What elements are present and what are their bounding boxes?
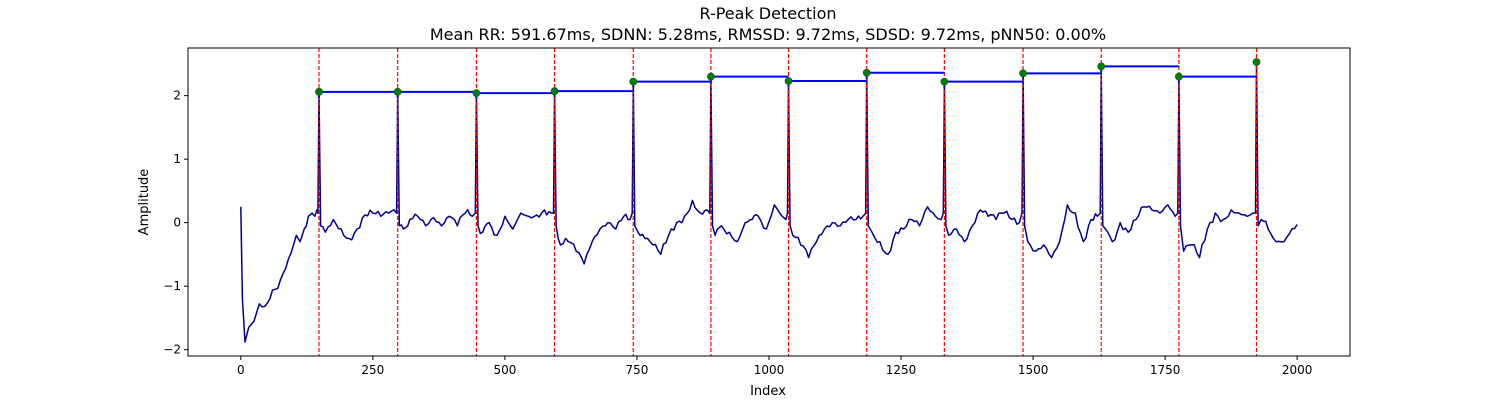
rr-interval-segments [317,65,1257,100]
y-tick-label: −1 [163,279,181,293]
x-tick-label: 1500 [1018,363,1049,377]
r-peak-marker [707,72,715,81]
r-peak-marker [1019,69,1027,78]
chart-title: R-Peak Detection [699,4,836,23]
x-tick-label: 0 [237,363,245,377]
r-peak-marker [472,89,481,97]
r-peak-markers [315,58,1261,97]
y-tick-label: 2 [173,89,181,103]
r-peak-marker [629,77,638,86]
y-axis-ticks: −2 −1 0 1 2 [163,89,188,357]
y-tick-label: 1 [173,152,181,166]
r-peak-marker [393,87,402,96]
y-axis-label: Amplitude [137,169,152,236]
r-peak-marker [550,87,559,96]
r-peak-marker [862,68,871,77]
r-peak-marker [1174,72,1183,81]
plot-area-frame [187,47,1351,357]
ecg-signal [240,61,1298,343]
chart-subtitle: Mean RR: 591.67ms, SDNN: 5.28ms, RMSSD: … [430,25,1106,44]
r-peak-marker [315,87,323,96]
ecg-signal-line [240,61,1298,343]
x-tick-label: 250 [361,363,384,377]
x-tick-label: 2000 [1282,363,1313,377]
r-peak-marker [1097,62,1106,71]
r-peak-lines [318,48,1258,356]
r-peak-marker [940,77,949,86]
r-peak-marker [1252,58,1261,66]
x-tick-label: 1250 [886,363,917,377]
x-axis-label: Index [750,384,786,399]
r-peak-marker [784,77,793,85]
x-tick-label: 1000 [754,363,785,377]
x-axis-ticks: 0 250 500 750 1000 1250 1500 1750 2000 [237,356,1312,377]
y-tick-label: −2 [163,343,181,357]
x-tick-label: 1750 [1150,363,1181,377]
x-tick-label: 750 [626,363,649,377]
y-tick-label: 0 [173,216,181,230]
x-tick-label: 500 [493,363,516,377]
